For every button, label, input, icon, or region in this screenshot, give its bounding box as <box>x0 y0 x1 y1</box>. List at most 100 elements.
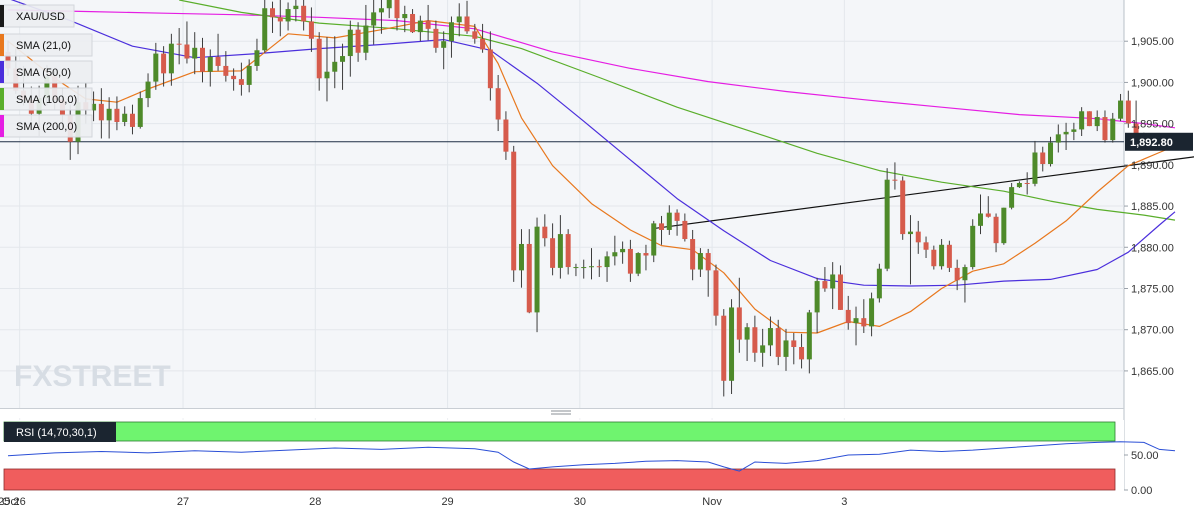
candle <box>604 251 610 282</box>
candle <box>845 295 851 330</box>
candle <box>697 248 703 277</box>
x-tick-label: 28 <box>309 496 321 508</box>
candle-body <box>223 65 229 76</box>
candle-body <box>1001 207 1007 244</box>
candle <box>122 106 128 127</box>
candle <box>526 229 532 314</box>
candle <box>518 229 524 288</box>
candle <box>1016 181 1022 188</box>
candle-body <box>729 307 735 381</box>
y-tick-label: 1,865.00 <box>1131 366 1174 378</box>
candle-body <box>1048 142 1054 165</box>
rsi-overbought-zone <box>3 421 1116 442</box>
candle-body <box>705 253 711 271</box>
candle-body <box>324 71 330 79</box>
candle <box>682 213 688 242</box>
candle <box>91 91 97 122</box>
candle <box>1040 146 1046 172</box>
candle <box>1102 110 1108 143</box>
candle <box>729 299 735 394</box>
rsi-y-tick-label: 50.00 <box>1131 450 1159 462</box>
candle <box>246 59 252 93</box>
candle-body <box>985 213 991 217</box>
candle <box>114 96 120 131</box>
candle <box>853 306 859 346</box>
candle-body <box>168 43 174 74</box>
x-tick-label: 30 <box>574 496 586 508</box>
candle-body <box>923 242 929 250</box>
candle-body <box>1125 100 1131 124</box>
x-tick-label: Oct <box>2 496 19 508</box>
candle-body <box>1063 131 1069 135</box>
candle-body <box>822 281 828 289</box>
candle-body <box>441 41 447 48</box>
candle-body <box>767 328 773 346</box>
legend-label: SMA (21,0) <box>16 40 71 52</box>
candle <box>168 33 174 86</box>
candle-body <box>480 38 486 50</box>
candle <box>783 328 789 371</box>
candle-body <box>892 179 898 181</box>
candle-body <box>612 252 618 257</box>
candle-body <box>238 79 244 85</box>
candle-body <box>1032 152 1038 184</box>
candle-body <box>697 253 703 270</box>
candle <box>472 23 478 44</box>
candle-body <box>503 119 509 152</box>
candle <box>277 0 283 37</box>
candle <box>293 0 299 22</box>
candle <box>534 217 540 333</box>
candle <box>806 309 812 374</box>
candle <box>550 223 556 276</box>
candle <box>1001 207 1007 245</box>
candle <box>410 9 416 33</box>
candle-body <box>783 340 789 357</box>
candle-body <box>402 14 408 19</box>
rsi-legend-box <box>4 422 116 442</box>
candle <box>215 33 221 71</box>
candle <box>137 91 143 129</box>
candle <box>666 205 672 235</box>
candle-body <box>386 0 392 9</box>
fxstreet-watermark: FXSTREET <box>14 360 171 393</box>
candle-body <box>830 274 836 289</box>
candle <box>238 62 244 96</box>
candle <box>690 229 696 281</box>
candle-body <box>184 44 190 59</box>
x-tick-label: Nov <box>702 496 722 508</box>
candle-body <box>1094 117 1100 127</box>
candle-body <box>161 53 167 74</box>
candle <box>176 28 182 65</box>
candle <box>589 248 594 280</box>
legend-item: SMA (200,0) <box>0 114 93 138</box>
legend-box <box>0 87 93 111</box>
candle <box>596 259 602 277</box>
candle <box>340 43 346 90</box>
candle-body <box>978 213 983 226</box>
legend-swatch <box>0 88 4 110</box>
candle-body <box>744 327 750 340</box>
legend-label: XAU/USD <box>16 11 65 23</box>
candle <box>744 323 750 362</box>
legend-item: SMA (21,0) <box>0 33 93 57</box>
x-tick-label: 25 <box>0 496 10 508</box>
x-tick-label: 3 <box>841 496 847 508</box>
candle <box>900 176 906 240</box>
candle-body <box>308 21 314 39</box>
candle-body <box>760 345 766 353</box>
candle-body <box>939 244 945 267</box>
candle-body <box>207 56 213 72</box>
candle <box>371 0 377 45</box>
candle <box>736 277 742 353</box>
candle-body <box>954 267 960 281</box>
candle-body <box>301 5 307 22</box>
candle <box>503 111 509 160</box>
candle <box>363 4 369 61</box>
candle <box>760 328 766 367</box>
candle <box>433 20 439 53</box>
candle-body <box>262 8 268 51</box>
y-tick-label: 1,870.00 <box>1131 325 1174 337</box>
candle <box>643 244 649 271</box>
legend-swatch <box>0 61 4 83</box>
